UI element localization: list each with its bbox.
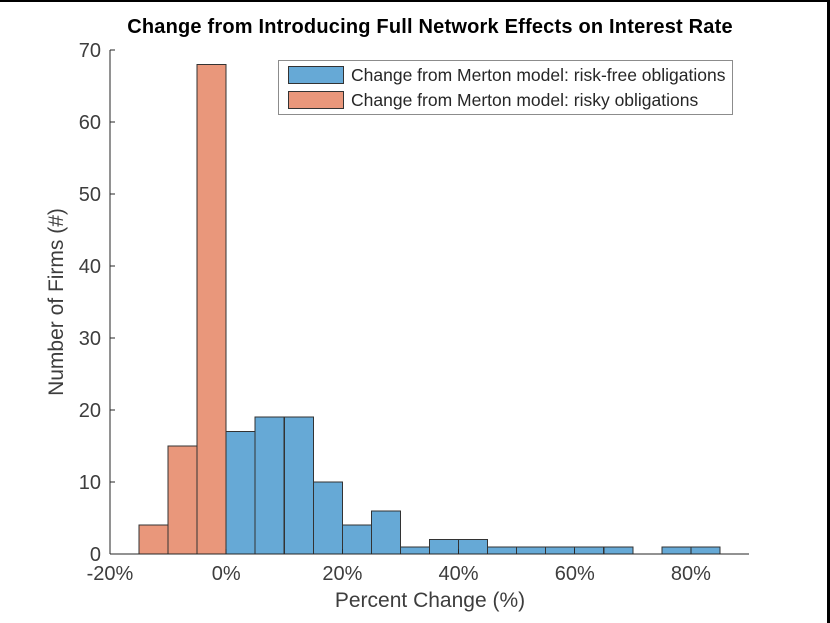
histogram-bar-risk-free [370,510,401,555]
histogram-bar-risk-free [516,546,547,555]
x-axis-label: Percent Change (%) [334,589,526,612]
legend-swatch-blue [288,66,344,84]
histogram-bar-risk-free [458,539,488,555]
histogram-bar-risk-free [487,546,518,555]
legend-entry-risky: Change from Merton model: risky obligati… [279,90,732,111]
histogram-bar-risky [138,524,169,555]
histogram-bar-risk-free [254,416,285,555]
x-tick-label: 60% [555,563,595,585]
chart-title: Change from Introducing Full Network Eff… [127,16,733,38]
legend-label-risk-free: Change from Merton model: risk-free obli… [351,64,726,85]
y-axis-label: Number of Firms (#) [45,208,68,396]
y-tick-label: 30 [79,328,101,350]
x-tick-label: 80% [671,563,711,585]
histogram-bar-risk-free [661,546,692,555]
y-tick-label: 40 [79,256,101,278]
legend-label-risky: Change from Merton model: risky obligati… [351,89,699,110]
y-tick-label: 60 [79,112,101,134]
histogram-bar-risk-free [283,416,314,555]
histogram-bar-risky [167,445,198,555]
x-tick-label: 40% [439,563,479,585]
y-tick-label: 70 [79,40,101,62]
histogram-bar-risk-free [225,431,256,555]
x-tick-label: 0% [212,563,241,585]
y-tick-label: 10 [79,472,101,494]
window-border-right [827,0,830,623]
histogram-bar-risk-free [312,481,343,555]
x-tick-label: -20% [87,563,134,585]
histogram-bar-risk-free [341,524,372,555]
histogram-bar-risk-free [400,546,430,555]
y-tick-label: 50 [79,184,101,206]
histogram-bar-risk-free [690,546,721,555]
legend-entry-risk-free: Change from Merton model: risk-free obli… [279,65,732,86]
histogram-bar-risky [196,63,227,555]
chart-legend: Change from Merton model: risk-free obli… [278,60,733,115]
histogram-bar-risk-free [545,546,576,555]
legend-swatch-orange [288,91,344,109]
window-border-top [0,0,830,2]
y-tick-label: 20 [79,400,101,422]
x-tick-label: 20% [322,563,362,585]
histogram-bar-risk-free [574,546,605,555]
histogram-bar-risk-free [429,539,459,555]
histogram-bar-risk-free [603,546,634,555]
y-tick-label: 0 [90,544,101,566]
